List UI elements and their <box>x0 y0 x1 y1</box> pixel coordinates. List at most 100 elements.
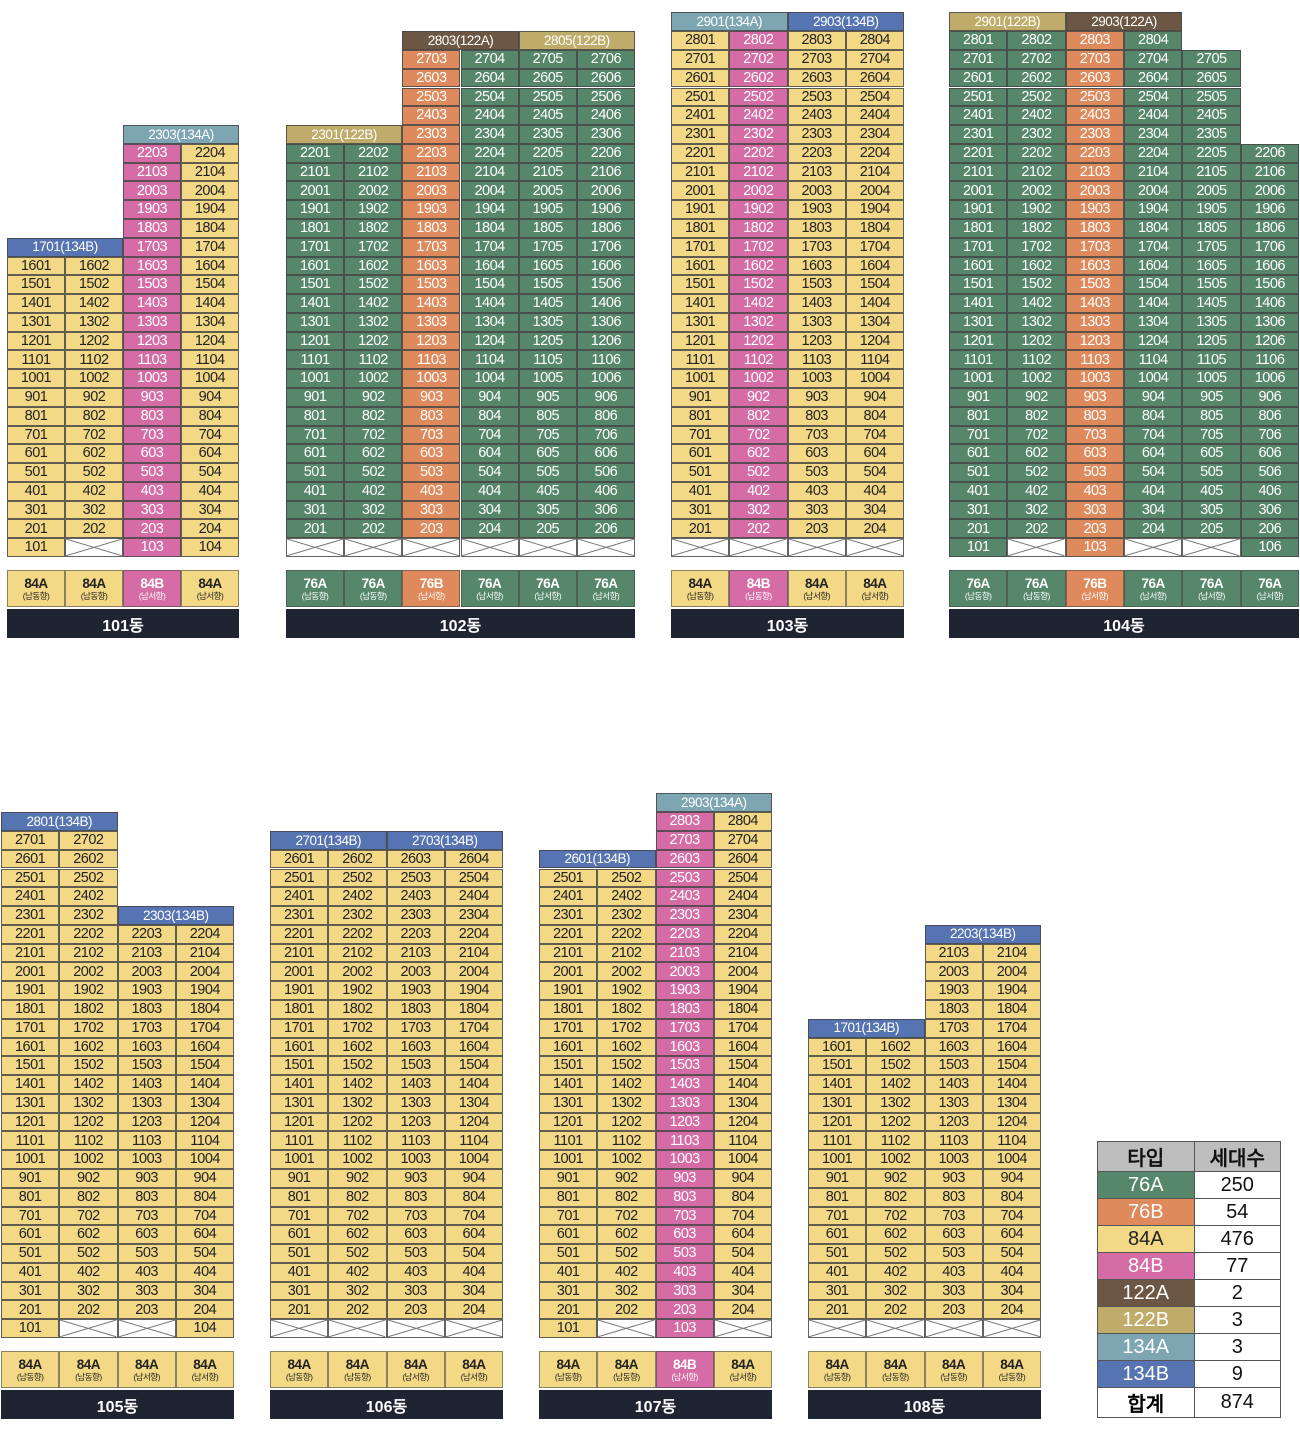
unit-cell: 1301 <box>1 1093 60 1113</box>
unit-cell: 1802 <box>59 999 118 1019</box>
unit-cell: 1905 <box>1182 200 1241 219</box>
column-type-name: 84A <box>614 1356 639 1372</box>
unit-cell: 305 <box>1182 500 1241 520</box>
unit-cell: 1901 <box>286 200 345 219</box>
empty-slot-cross-icon <box>714 1320 771 1337</box>
column-orientation: (남동향) <box>964 591 992 601</box>
column-type-box: 84A (남동향) <box>808 1351 867 1388</box>
unit-cell: 1603 <box>402 256 461 276</box>
unit-cell: 2403 <box>386 887 445 907</box>
unit-cell: 2703 <box>1065 49 1124 69</box>
unit-cell: 1904 <box>982 981 1041 1000</box>
unit-cell: 701 <box>7 425 65 445</box>
unit-cell: 1802 <box>344 218 403 238</box>
unit-cell: 2201 <box>1 924 60 944</box>
legend-row: 76A 250 <box>1097 1171 1282 1199</box>
unit-cell: 1703 <box>402 237 461 257</box>
unit-cell: 605 <box>1182 444 1241 464</box>
unit-cell: 702 <box>328 1206 387 1226</box>
unit-cell: 1101 <box>286 350 345 370</box>
unit-cell: 304 <box>181 500 239 520</box>
unit-cell: 1806 <box>576 218 635 238</box>
unit-cell: 1001 <box>808 1150 867 1169</box>
unit-cell: 502 <box>59 1244 118 1263</box>
unit-cell: 1103 <box>655 1131 714 1151</box>
unit-cell: 701 <box>539 1206 598 1226</box>
unit-cell: 1204 <box>845 331 904 351</box>
unit-cell: 602 <box>328 1225 387 1245</box>
unit-cell: 1501 <box>808 1056 867 1076</box>
unit-cell: 2402 <box>729 106 788 126</box>
unit-cell: 701 <box>949 425 1008 445</box>
unit-cell: 2802 <box>729 31 788 50</box>
unit-cell: 1204 <box>181 331 239 351</box>
unit-cell: 1003 <box>386 1150 445 1169</box>
unit-cell: 203 <box>1065 519 1124 539</box>
unit-cell: 1201 <box>286 331 345 351</box>
unit-cell: 2002 <box>328 962 387 982</box>
unit-cell: 601 <box>949 444 1008 464</box>
unit-cell: 803 <box>117 1187 176 1207</box>
unit-cell: 2101 <box>949 162 1008 182</box>
unit-cell: 2404 <box>444 887 503 907</box>
building-name-bar: 106동 <box>270 1390 503 1419</box>
column-type-name: 84A <box>825 1356 849 1372</box>
unit-cell: 1503 <box>787 275 846 295</box>
unit-cell: 1504 <box>175 1056 234 1076</box>
unit-cell: 305 <box>518 500 577 520</box>
column-orientation: (남동향) <box>359 591 387 601</box>
unit-cell: 2404 <box>460 106 519 126</box>
unit-cell: 1002 <box>1007 369 1066 388</box>
unit-cell: 304 <box>460 500 519 520</box>
unit-cell: 1502 <box>597 1056 656 1076</box>
legend-type: 122A <box>1097 1279 1195 1307</box>
unit-cell: 2101 <box>270 943 329 963</box>
unit-cell: 1903 <box>386 981 445 1000</box>
unit-cell: 301 <box>270 1281 329 1301</box>
top-unit-label: 2701(134B) <box>270 830 387 850</box>
unit-cell: 1803 <box>655 999 714 1019</box>
unit-cell: 2406 <box>576 106 635 126</box>
unit-cell: 1402 <box>65 294 123 313</box>
unit-cell: 2803 <box>1065 31 1124 50</box>
unit-cell: 1004 <box>460 369 519 388</box>
unit-cell: 1003 <box>117 1150 176 1169</box>
unit-cell: 2201 <box>286 143 345 163</box>
column-type-box: 84A (남서향) <box>444 1351 503 1388</box>
unit-cell: 1704 <box>713 1018 772 1038</box>
column-orientation: (남서향) <box>592 591 620 601</box>
unit-cell: 706 <box>576 425 635 445</box>
unit-cell: 1704 <box>181 237 239 257</box>
unit-cell: 1901 <box>1 981 60 1000</box>
unit-cell: 1503 <box>655 1056 714 1076</box>
unit-cell: 2302 <box>328 906 387 925</box>
unit-cell: 2004 <box>982 962 1041 982</box>
unit-cell: 504 <box>175 1244 234 1263</box>
unit-cell: 1304 <box>444 1093 503 1113</box>
unit-cell: 1301 <box>286 312 345 332</box>
column-type-box: 84A (남서향) <box>845 570 904 607</box>
unit-cell: 1705 <box>1182 237 1241 257</box>
unit-cell: 601 <box>671 444 730 464</box>
empty-slot-cross-icon <box>1008 539 1065 556</box>
column-orientation: (남동향) <box>75 1372 102 1382</box>
unit-cell: 502 <box>65 463 123 482</box>
unit-cell: 502 <box>328 1244 387 1263</box>
unit-cell: 1604 <box>181 256 239 276</box>
unit-cell: 2206 <box>576 143 635 163</box>
unit-cell: 203 <box>117 1300 176 1320</box>
unit-cell: 2104 <box>845 162 904 182</box>
unit-cell: 2502 <box>59 868 118 888</box>
unit-cell: 1401 <box>1 1075 60 1094</box>
unit-cell: 1001 <box>286 369 345 388</box>
unit-cell: 2002 <box>597 962 656 982</box>
unit-cell: 2402 <box>1007 106 1066 126</box>
unit-cell: 504 <box>845 463 904 482</box>
legend-type: 134A <box>1097 1333 1195 1361</box>
unit-cell: 901 <box>270 1168 329 1188</box>
unit-cell: 2401 <box>671 106 730 126</box>
unit-cell: 803 <box>386 1187 445 1207</box>
unit-cell-empty <box>344 538 403 557</box>
unit-cell: 1601 <box>7 256 65 276</box>
unit-cell: 2103 <box>787 162 846 182</box>
